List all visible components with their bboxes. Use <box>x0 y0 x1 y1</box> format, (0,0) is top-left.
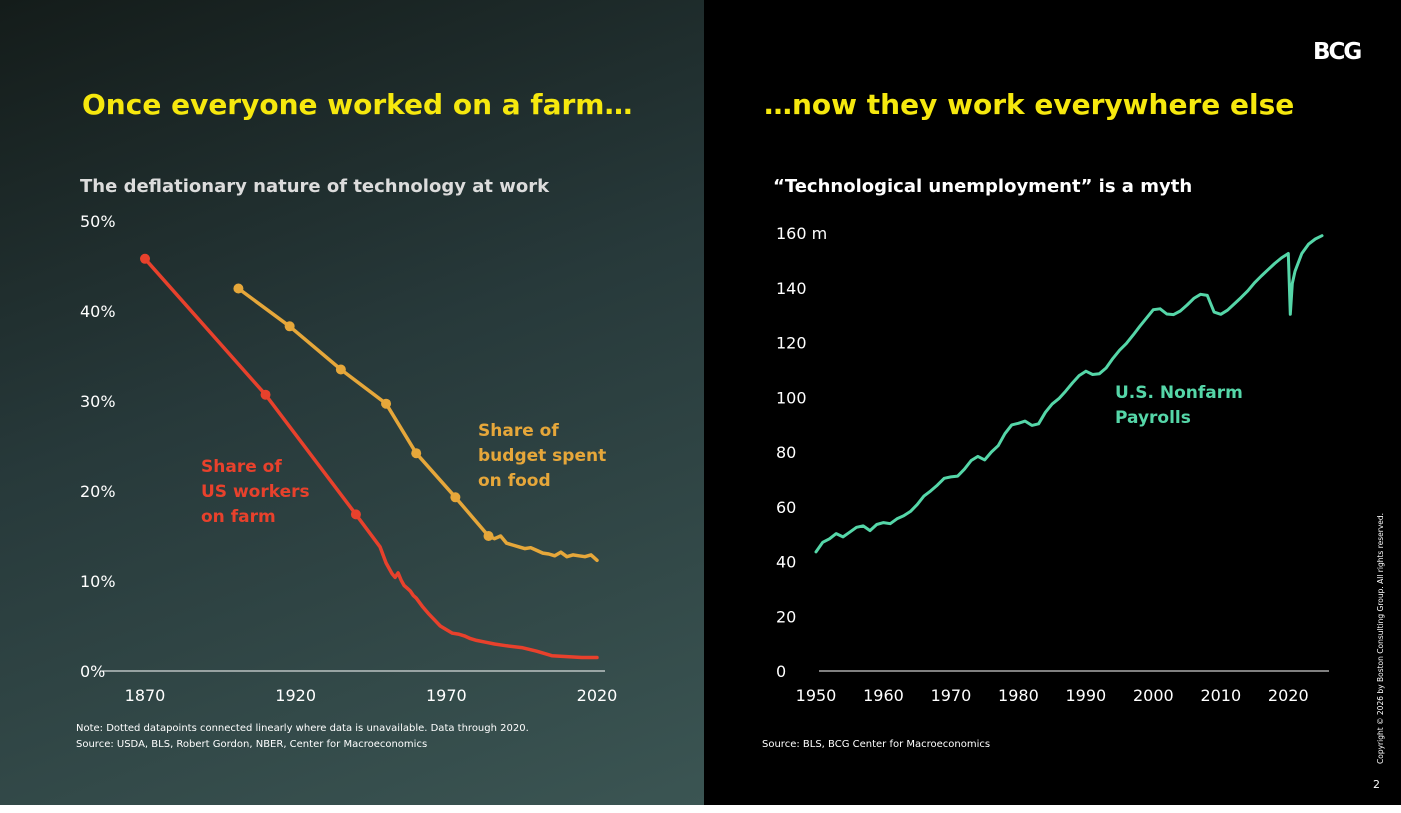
farm-food-chart: 0% 10% 20% 30% 40% 50% 1870 1920 1970 2020 Share o… <box>80 212 618 705</box>
left-chart-title: The deflationary nature of technology at… <box>80 176 550 197</box>
y-tick-label: 30% <box>80 392 116 411</box>
series-2-label: on food <box>478 471 551 491</box>
x-tick-label: 1920 <box>275 686 316 705</box>
x-tick-label: 1970 <box>426 686 467 705</box>
page-number: 2 <box>1373 778 1380 791</box>
x-tick-label: 1960 <box>863 686 904 705</box>
y-tick-label: 40% <box>80 302 116 321</box>
x-tick-label: 1950 <box>796 686 837 705</box>
left-headline: Once everyone worked on a farm… <box>82 88 633 121</box>
y-tick-label: 10% <box>80 572 116 591</box>
series-line-1 <box>814 234 1324 554</box>
series-1-label: Payrolls <box>1115 408 1191 428</box>
series-1-label: U.S. Nonfarm <box>1115 383 1243 403</box>
payrolls-chart: 0 20 40 60 80 100 120 140 160 m 1950 1960 1970 1980 1… <box>776 224 1329 705</box>
series-2-label: budget spent <box>478 446 606 466</box>
x-tick-label: 2020 <box>1268 686 1309 705</box>
series-2-marker <box>450 492 461 503</box>
left-panel: Once everyone worked on a farm… The defl… <box>0 0 704 805</box>
series-2-marker <box>381 398 392 409</box>
series-2-marker <box>411 448 422 459</box>
series-1-marker <box>350 509 361 520</box>
series-1-label: Share of <box>201 457 282 477</box>
bcg-logo: BCG <box>1313 39 1362 65</box>
x-tick-label: 2010 <box>1200 686 1241 705</box>
y-tick-label: 20 <box>776 607 796 626</box>
series-1-marker <box>140 253 150 264</box>
series-line-2 <box>236 286 599 563</box>
x-tick-label: 1970 <box>931 686 972 705</box>
right-source: Source: BLS, BCG Center for Macroeconomi… <box>762 739 991 750</box>
series-1-label: on farm <box>201 507 276 527</box>
series-1-marker <box>260 389 271 400</box>
y-tick-label: 100 <box>776 388 807 407</box>
x-tick-label: 1870 <box>125 686 166 705</box>
x-tick-label: 2000 <box>1133 686 1174 705</box>
y-tick-label: 40 <box>776 553 796 572</box>
series-2-label: Share of <box>478 421 559 441</box>
series-1-label: US workers <box>201 482 310 502</box>
y-tick-label: 20% <box>80 482 116 501</box>
copyright-notice: Copyright © 2026 by Boston Consulting Gr… <box>1376 512 1385 764</box>
right-chart-title: “Technological unemployment” is a myth <box>773 176 1193 197</box>
y-tick-label: 120 <box>776 334 807 353</box>
series-2-marker <box>284 321 295 332</box>
left-source: Source: USDA, BLS, Robert Gordon, NBER, … <box>76 739 428 750</box>
right-headline: …now they work everywhere else <box>764 88 1295 121</box>
x-tick-label: 2020 <box>577 686 618 705</box>
y-tick-label: 140 <box>776 279 807 298</box>
y-tick-label: 160 m <box>776 224 827 243</box>
y-tick-label: 50% <box>80 212 116 231</box>
series-2-marker <box>335 364 346 375</box>
series-2-marker <box>483 531 494 541</box>
series-2-marker <box>233 283 244 294</box>
y-tick-label: 60 <box>776 498 796 517</box>
x-tick-label: 1990 <box>1066 686 1107 705</box>
y-tick-label: 80 <box>776 443 796 462</box>
left-note: Note: Dotted datapoints connected linear… <box>76 723 529 734</box>
series-line-1 <box>143 257 599 660</box>
x-tick-label: 1980 <box>998 686 1039 705</box>
y-tick-label: 0 <box>776 662 786 681</box>
y-tick-label: 0% <box>80 662 105 681</box>
right-panel: …now they work everywhere else “Technolo… <box>704 0 1401 805</box>
